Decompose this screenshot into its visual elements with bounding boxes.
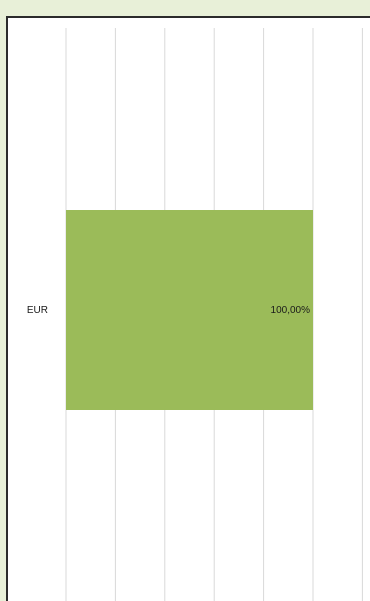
category-label-eur: EUR <box>27 305 48 316</box>
bar-eur <box>66 210 313 410</box>
data-label-eur: 100,00% <box>271 305 311 316</box>
chart-left-border <box>6 16 8 601</box>
bars <box>66 210 313 410</box>
chart-area: EUR 100,00% <box>8 18 370 601</box>
header-strip <box>0 0 370 18</box>
bar-chart: EUR 100,00% <box>27 28 363 601</box>
left-margin-band <box>0 0 8 601</box>
labels: EUR 100,00% <box>27 305 310 316</box>
chart-top-border <box>6 16 370 18</box>
